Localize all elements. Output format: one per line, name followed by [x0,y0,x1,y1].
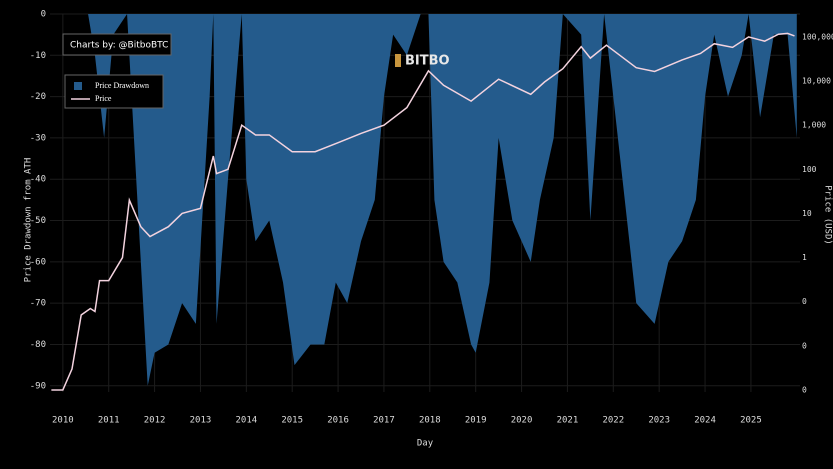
x-tick-label: 2017 [373,416,395,426]
credit-text: Charts by: @BitboBTC [70,41,168,51]
x-tick-label: 2013 [190,416,212,426]
drawdown-area [88,14,797,386]
y-tick-label: -70 [30,299,46,309]
brand-watermark: BITBO [405,54,450,69]
y-tick-label: -50 [30,216,46,226]
x-tick-label: 2021 [557,416,579,426]
y-tick-label: -90 [30,381,46,391]
y-tick-label: -30 [30,133,46,143]
brand-icon [395,54,401,67]
y2-axis-title: Price (USD) [823,185,833,245]
legend-box [64,74,164,109]
y2-tick-label: 0 [802,385,807,394]
y2-tick-label: 0 [802,341,807,350]
y2-tick-label: 10 [802,209,812,218]
x-tick-label: 2020 [511,416,533,426]
y2-tick-label: 1 [802,253,807,262]
y2-tick-label: 100 [802,165,817,174]
legend-label: Price Drawdown [95,81,149,90]
x-tick-label: 2022 [602,416,624,426]
x-tick-label: 2015 [281,416,303,426]
x-axis-title: Day [417,439,434,449]
y-tick-label: -10 [30,51,46,61]
y-tick-label: -60 [30,257,46,267]
y2-tick-label: 1,000 [802,121,826,130]
x-tick-label: 2016 [327,416,349,426]
y2-tick-label: 0 [802,297,807,306]
y-tick-label: 0 [41,10,46,20]
x-tick-label: 2019 [465,416,487,426]
y-axis-title: Price Drawdown from ATH [24,158,34,283]
y-tick-label: -80 [30,340,46,350]
price-line [51,32,795,391]
x-tick-label: 2014 [235,416,257,426]
credit-box [62,33,172,56]
x-tick-label: 2010 [52,416,74,426]
x-tick-label: 2018 [419,416,441,426]
legend-swatch [74,82,82,90]
legend-label: Price [95,94,112,103]
y-tick-label: -20 [30,92,46,102]
y2-tick-label: 10,000 [802,77,831,86]
x-tick-label: 2011 [98,416,120,426]
y-tick-label: -40 [30,175,46,185]
y2-tick-label: 100,000 [802,32,833,41]
x-tick-label: 2023 [648,416,670,426]
x-tick-label: 2025 [740,416,762,426]
x-tick-label: 2024 [694,416,716,426]
x-tick-label: 2012 [144,416,166,426]
